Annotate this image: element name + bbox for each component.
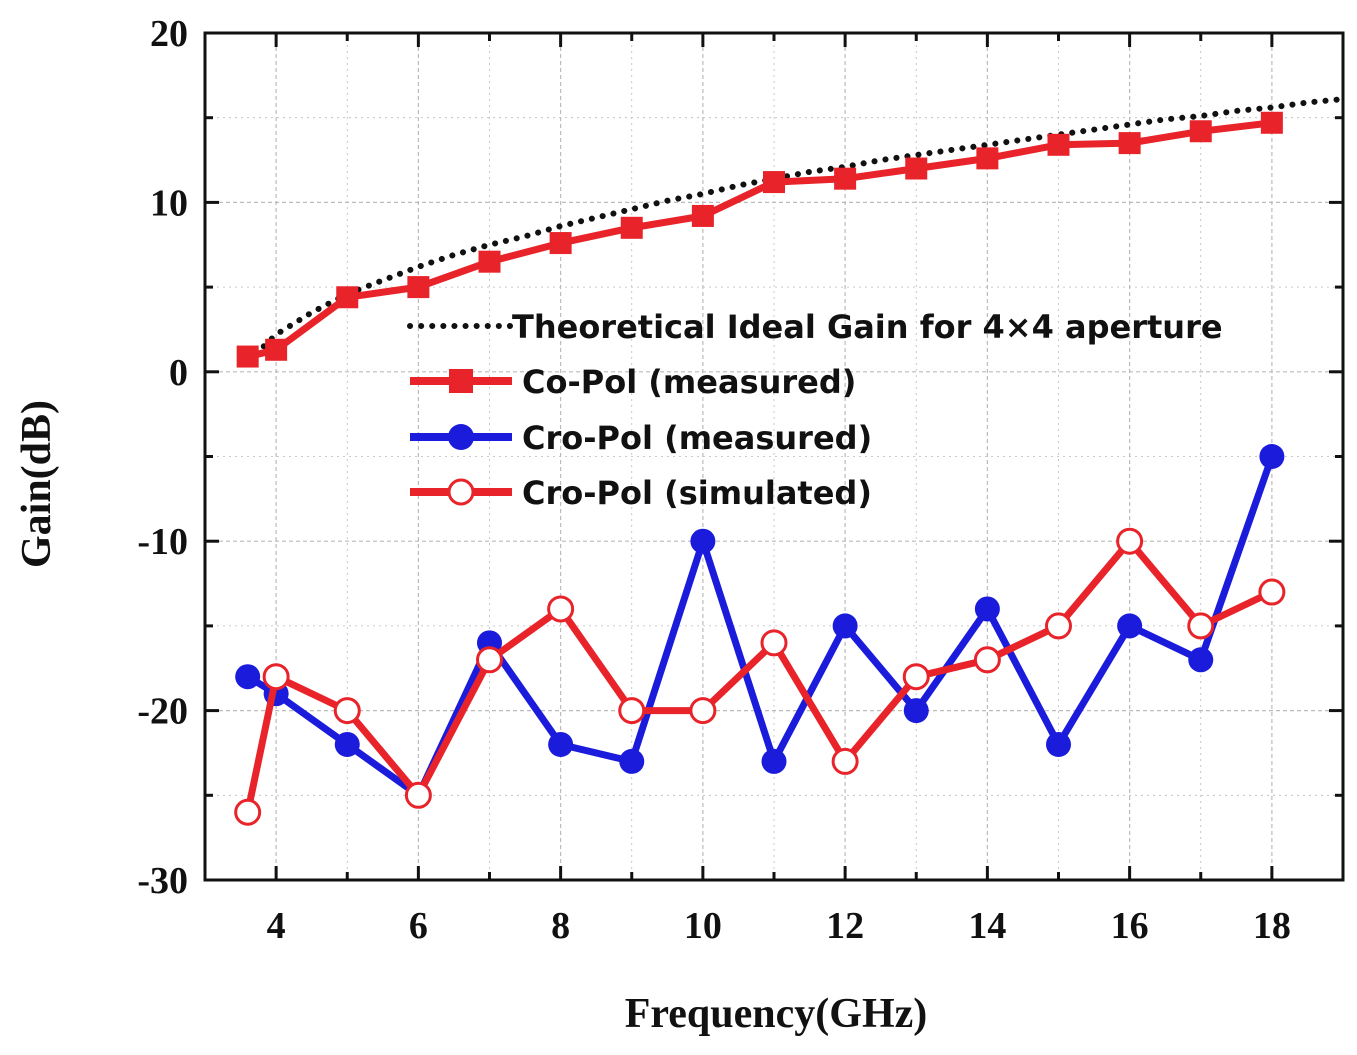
data-point-square: [1260, 111, 1283, 134]
x-tick-label: 12: [826, 905, 864, 947]
series-line: [244, 537, 1274, 813]
data-point-open-circle: [902, 663, 930, 691]
y-tick-label: -30: [137, 860, 188, 902]
data-point-open-circle: [547, 595, 575, 623]
data-point-open-circle: [1116, 527, 1144, 555]
series-co-pol-measured: [236, 111, 1283, 368]
data-point-open-circle: [262, 663, 290, 691]
data-point-square: [834, 167, 857, 190]
legend-entry-co-pol-measured: Co-Pol (measured): [410, 363, 856, 401]
series-theoretical-ideal-gain-for-4-4-aperture: [244, 96, 1346, 365]
tick-labels: 4 6 8 10 12 14 16 18 -30 -20 -10 0 10 20: [137, 13, 1291, 947]
data-point-open-circle: [234, 798, 262, 826]
x-tick-label: 14: [968, 905, 1006, 947]
data-point-open-circle: [1045, 612, 1072, 640]
x-tick-label: 18: [1253, 905, 1291, 947]
series-layer: [234, 96, 1346, 826]
y-tick-label: -10: [137, 521, 188, 563]
data-point-filled-circle: [690, 528, 716, 554]
data-point-filled-circle: [619, 748, 645, 774]
data-point-square: [691, 204, 714, 227]
data-point-filled-circle: [548, 731, 574, 757]
legend-label-cro-pol-simulated: Cro-Pol (simulated): [522, 474, 872, 512]
y-tick-label: 0: [169, 352, 188, 394]
series-line-theoretical: [244, 96, 1346, 365]
legend-entry-cro-pol-measured: Cro-Pol (measured): [410, 419, 872, 457]
data-point-open-circle: [476, 646, 503, 674]
data-point-square: [763, 171, 785, 194]
series-cro-pol-simulated: [234, 527, 1286, 826]
data-point-open-circle: [760, 629, 788, 657]
data-point-open-circle: [1187, 612, 1215, 640]
series-cro-pol-measured: [235, 444, 1285, 808]
data-point-open-circle: [618, 697, 646, 725]
data-point-square: [336, 286, 359, 309]
x-tick-label: 8: [551, 905, 570, 947]
data-point-filled-circle: [761, 748, 787, 774]
legend-marker-open-circle: [447, 478, 475, 506]
y-tick-label: -20: [137, 691, 188, 733]
legend-label-co-pol-measured: Co-Pol (measured): [522, 363, 856, 401]
legend-entry-theoretical: Theoretical Ideal Gain for 4×4 aperture: [407, 308, 1223, 346]
legend-marker-filled-circle: [448, 424, 474, 450]
data-point-square: [1047, 133, 1070, 156]
x-axis-title: Frequency(GHz): [625, 991, 928, 1037]
data-point-square: [478, 250, 501, 273]
data-point-filled-circle: [1046, 731, 1071, 757]
data-point-filled-circle: [832, 613, 858, 639]
data-point-open-circle: [404, 781, 432, 809]
data-point-square: [976, 147, 999, 170]
x-tick-label: 10: [684, 905, 722, 947]
data-point-filled-circle: [1259, 444, 1285, 469]
data-point-square: [236, 345, 259, 368]
data-point-square: [620, 216, 643, 239]
data-point-square: [407, 276, 430, 299]
data-point-square: [1189, 120, 1212, 143]
legend-label-cro-pol-measured: Cro-Pol (measured): [522, 419, 872, 457]
x-tick-label: 4: [267, 905, 286, 947]
data-point-open-circle: [333, 697, 361, 725]
data-point-filled-circle: [974, 596, 1000, 622]
series-line: [246, 119, 1273, 361]
data-point-square: [549, 232, 572, 255]
x-tick-label: 16: [1111, 905, 1149, 947]
data-point-filled-circle: [235, 664, 261, 690]
legend-label-theoretical: Theoretical Ideal Gain for 4×4 aperture: [512, 308, 1223, 346]
y-tick-label: 20: [150, 13, 188, 55]
data-point-filled-circle: [1188, 647, 1214, 673]
data-point-square: [905, 157, 928, 180]
data-point-open-circle: [831, 747, 859, 775]
legend-entry-cro-pol-simulated: Cro-Pol (simulated): [410, 474, 872, 512]
series-line: [245, 455, 1276, 799]
data-point-filled-circle: [1117, 613, 1143, 639]
data-point-open-circle: [689, 697, 717, 725]
legend: Theoretical Ideal Gain for 4×4 aperture …: [407, 308, 1223, 512]
axis-ticks: [203, 31, 1345, 882]
y-axis-title: Gain(dB): [14, 400, 60, 568]
data-point-open-circle: [1258, 578, 1286, 606]
y-tick-label: 10: [150, 182, 188, 224]
data-point-open-circle: [973, 646, 1001, 674]
data-point-square: [1118, 132, 1141, 155]
data-point-filled-circle: [334, 731, 360, 757]
x-tick-label: 6: [409, 905, 428, 947]
data-point-square: [265, 338, 288, 361]
data-point-filled-circle: [903, 698, 929, 724]
legend-marker-square: [449, 369, 473, 393]
